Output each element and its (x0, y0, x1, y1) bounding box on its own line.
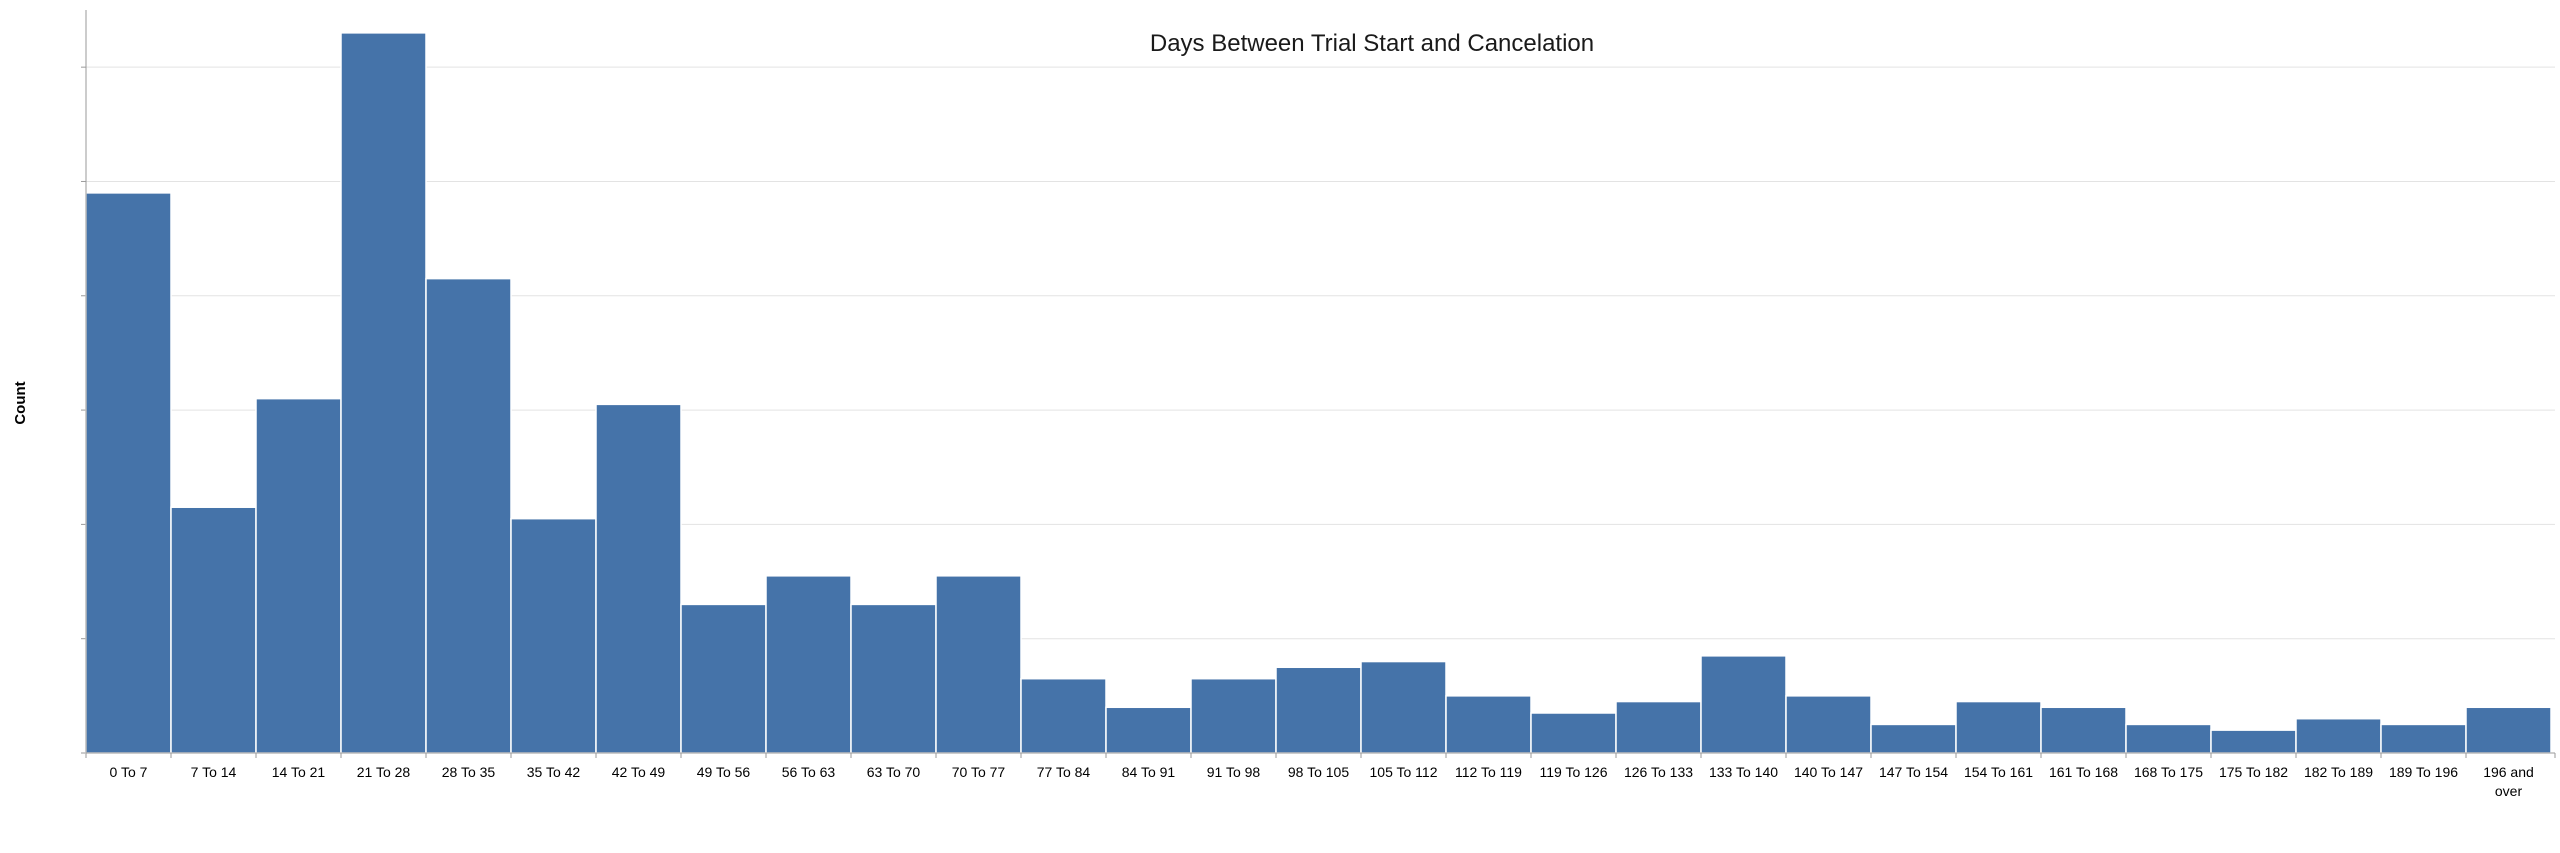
x-tick-label: 91 To 98 (1207, 764, 1261, 780)
x-tick-label: 14 To 21 (272, 764, 326, 780)
x-axis-tick-labels: 0 To 7 7 To 14 14 To 21 21 To 28 28 To 35 35 … (110, 764, 2534, 799)
bar-7 (680, 603, 767, 754)
bar-6 (595, 403, 682, 754)
y-axis-label: Count (12, 381, 29, 424)
x-tick-label: 21 To 28 (357, 764, 411, 780)
x-tick-label: 70 To 77 (952, 764, 1006, 780)
x-tick-label: 196 and over (2483, 764, 2534, 799)
bar-8 (765, 575, 852, 754)
bar-13 (1190, 677, 1277, 754)
bar-1 (170, 506, 257, 754)
x-tick-label: 133 To 140 (1709, 764, 1778, 780)
x-tick-label: 112 To 119 (1455, 764, 1522, 780)
x-tick-label: 84 To 91 (1122, 764, 1176, 780)
x-tick-label: 154 To 161 (1964, 764, 2033, 780)
x-tick-label: 140 To 147 (1794, 764, 1863, 780)
bar-9 (850, 603, 937, 754)
bar-0 (85, 192, 172, 754)
x-tick-label: 161 To 168 (2049, 764, 2118, 780)
x-tick-label: 119 To 126 (1540, 764, 1608, 780)
x-tick-label: 49 To 56 (697, 764, 751, 780)
bar-24 (2125, 723, 2212, 754)
x-tick-label: 35 To 42 (527, 764, 581, 780)
bar-16 (1445, 695, 1532, 754)
x-tick-label: 168 To 175 (2134, 764, 2203, 780)
bar-17 (1530, 712, 1617, 754)
x-tick-label: 126 To 133 (1624, 764, 1693, 780)
x-tick-label: 0 To 7 (110, 764, 148, 780)
x-tick-label: 147 To 154 (1879, 764, 1948, 780)
bar-18 (1615, 700, 1702, 754)
bar-23 (2040, 706, 2127, 754)
x-tick-label: 63 To 70 (867, 764, 921, 780)
bar-5 (510, 517, 597, 754)
x-tick-label: 105 To 112 (1370, 764, 1438, 780)
x-tick-label: 77 To 84 (1037, 764, 1091, 780)
bar-28 (2465, 706, 2552, 754)
bar-12 (1105, 706, 1192, 754)
axes (85, 10, 2555, 754)
bars (85, 32, 2552, 754)
x-tick-label: 189 To 196 (2389, 764, 2458, 780)
bar-11 (1020, 677, 1107, 754)
bar-14 (1275, 666, 1362, 754)
x-tick-label: 182 To 189 (2304, 764, 2373, 780)
bar-10 (935, 575, 1022, 754)
bar-20 (1785, 695, 1872, 754)
x-tick-label: 175 To 182 (2219, 764, 2288, 780)
bar-21 (1870, 723, 1957, 754)
chart-title: Days Between Trial Start and Cancelation (1150, 30, 1594, 57)
bar-22 (1955, 700, 2042, 754)
x-tick-label: 7 To 14 (191, 764, 237, 780)
bar-15 (1360, 660, 1447, 754)
x-tick-label: 42 To 49 (612, 764, 666, 780)
bar-4 (425, 277, 512, 754)
x-tick-label: 98 To 105 (1288, 764, 1349, 780)
x-tick-label: 56 To 63 (782, 764, 836, 780)
bar-26 (2295, 717, 2382, 754)
bar-2 (255, 397, 342, 754)
bar-3 (340, 32, 427, 754)
bar-25 (2210, 729, 2297, 754)
bar-27 (2380, 723, 2467, 754)
bar-19 (1700, 655, 1787, 754)
x-tick-label: 28 To 35 (442, 764, 496, 780)
x-axis-ticks (85, 753, 2556, 758)
